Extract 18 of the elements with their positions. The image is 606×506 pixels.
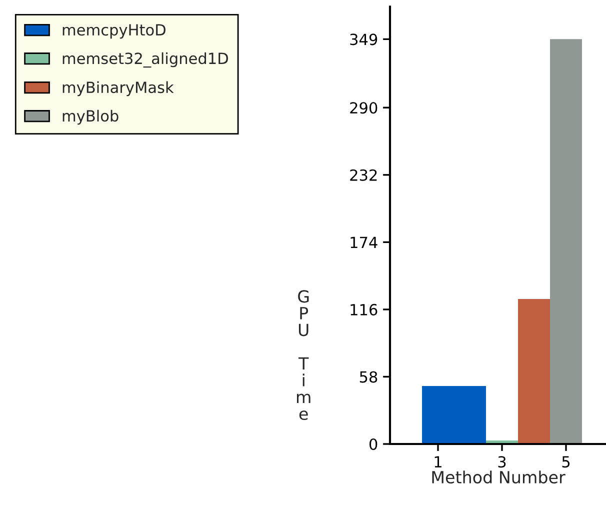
y-tick-label: 0 [369,438,378,450]
y-tick-label: 290 [350,102,378,114]
x-tick-label: 5 [562,456,570,468]
x-tick-label: 1 [434,456,442,468]
y-tick-label: 116 [350,304,378,316]
bar [518,299,550,444]
legend-label: memset32_aligned1D [62,52,228,68]
legend-label: memcpyHtoD [62,24,166,39]
y-tick-label: 58 [360,371,378,383]
legend-label: myBinaryMask [62,81,174,96]
bar [550,39,582,444]
x-tick-label: 3 [498,456,506,468]
legend-label: myBlob [62,110,118,125]
y-tick-label: 349 [350,34,378,46]
x-axis-title: Method Number [432,470,566,484]
y-tick-label: 232 [350,169,377,181]
y-tick-label: 174 [350,236,378,248]
text: GPU Time [296,290,310,420]
